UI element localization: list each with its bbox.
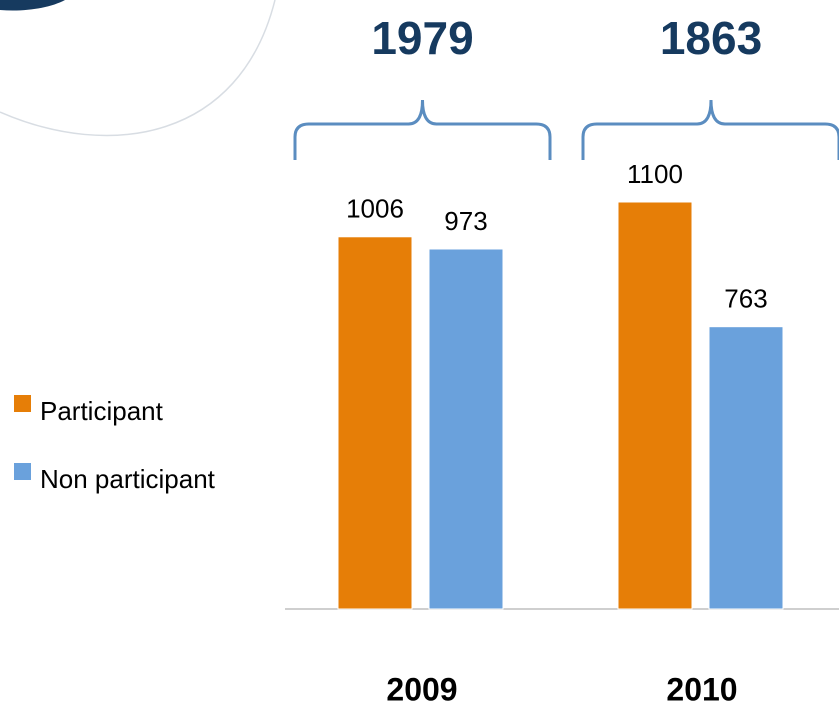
group-total: 1979 (371, 12, 473, 64)
value-label: 1006 (346, 194, 404, 224)
decor-circle (0, 0, 65, 11)
x-tick-label: 2009 (386, 671, 457, 707)
decor-arc (0, 0, 276, 137)
group-total: 1863 (660, 12, 762, 64)
value-label: 763 (724, 284, 767, 314)
bar (428, 248, 504, 610)
value-label: 973 (444, 206, 487, 236)
group-brace (581, 99, 839, 160)
x-tick-label: 2010 (666, 671, 737, 707)
legend-swatch (14, 463, 31, 480)
value-label: 1100 (627, 159, 683, 189)
bar (708, 326, 784, 610)
bar (337, 236, 413, 610)
legend-swatch (14, 395, 31, 412)
legend-label: Participant (40, 396, 164, 426)
group-brace (293, 99, 552, 160)
bar (617, 201, 693, 610)
legend-label: Non participant (40, 464, 216, 494)
